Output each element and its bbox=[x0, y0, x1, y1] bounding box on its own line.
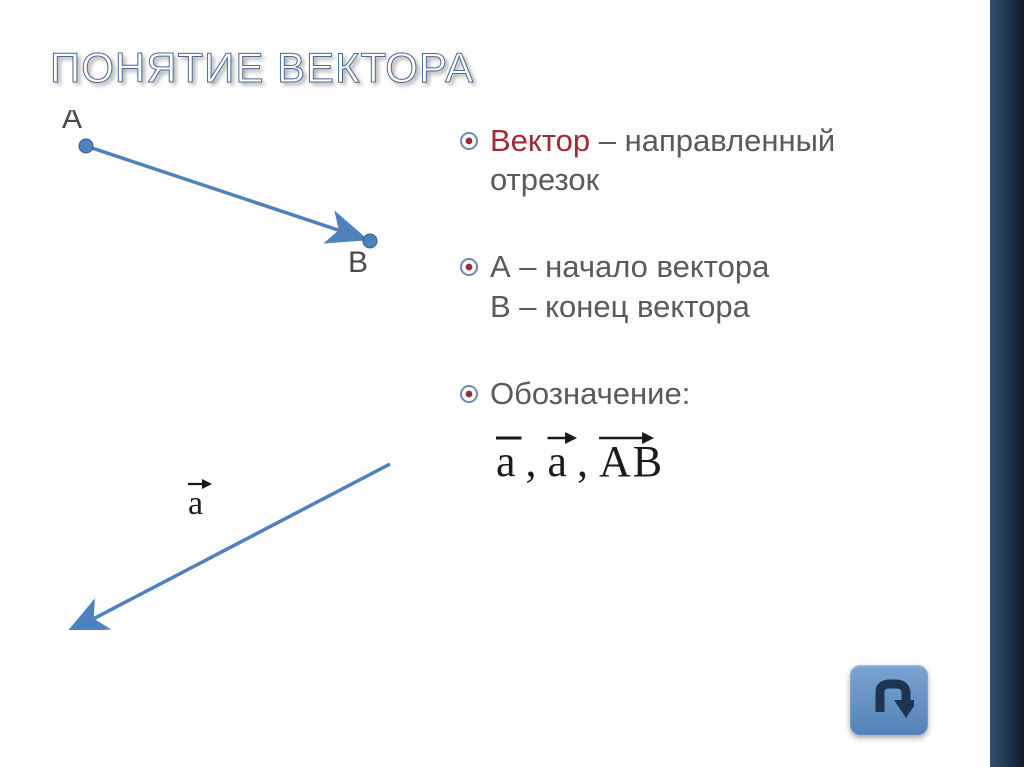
svg-text:AB: AB bbox=[599, 437, 664, 486]
svg-text:а: а bbox=[188, 485, 203, 522]
bullet-list: Вектор – направленный отрезок А – начало… bbox=[460, 122, 930, 555]
slide-right-edge bbox=[990, 0, 1024, 767]
bullet-group-3: Обозначение: a,a,AB bbox=[460, 375, 930, 507]
label-b-upper: В bbox=[348, 246, 368, 279]
point-a bbox=[79, 139, 93, 153]
bullet-2-line2: В – конец вектора bbox=[490, 288, 750, 327]
vector-a-line bbox=[72, 464, 390, 630]
label-a-lower: а bbox=[188, 479, 212, 522]
svg-text:,: , bbox=[577, 437, 590, 486]
vector-diagram: А В а bbox=[60, 110, 440, 630]
slide-content: Понятие вектора А В а bbox=[0, 0, 990, 767]
label-a-upper: А bbox=[62, 110, 82, 135]
u-turn-icon bbox=[864, 676, 914, 724]
svg-text:a: a bbox=[496, 437, 518, 486]
back-button[interactable] bbox=[850, 665, 928, 735]
vector-ab-line bbox=[86, 146, 362, 238]
svg-text:,: , bbox=[526, 437, 539, 486]
bullet-3-label: Обозначение: bbox=[490, 375, 690, 414]
term-vector: Вектор bbox=[490, 123, 590, 158]
bullet-icon bbox=[460, 258, 478, 276]
slide-title: Понятие вектора bbox=[50, 44, 474, 92]
bullet-1-text: Вектор – направленный отрезок bbox=[490, 122, 930, 200]
bullet-group-1: Вектор – направленный отрезок bbox=[460, 122, 930, 200]
bullet-icon bbox=[460, 385, 478, 403]
bullet-icon bbox=[460, 132, 478, 150]
bullet-group-2: А – начало вектора В – конец вектора bbox=[460, 248, 930, 328]
bullet-2-line1: А – начало вектора bbox=[490, 248, 769, 287]
svg-text:a: a bbox=[548, 437, 570, 486]
notation-display: a,a,AB bbox=[490, 420, 930, 507]
